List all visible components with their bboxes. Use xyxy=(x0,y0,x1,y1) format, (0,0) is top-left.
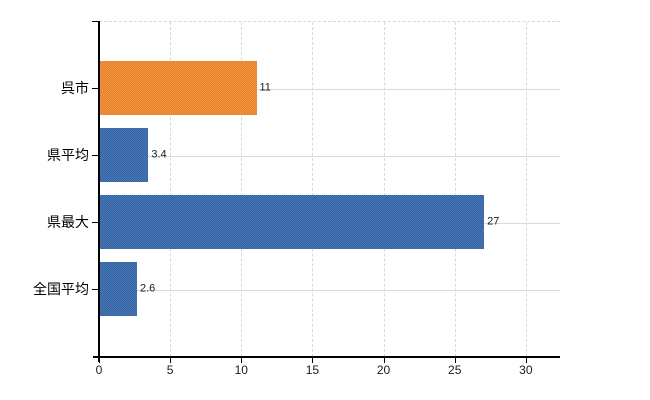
x-axis-tick xyxy=(241,358,243,363)
vertical-gridline xyxy=(241,22,243,357)
x-axis-tick-label: 20 xyxy=(376,363,391,377)
x-axis-tick-label: 25 xyxy=(448,363,462,377)
y-axis-tick xyxy=(92,88,98,89)
y-axis-tick xyxy=(92,21,98,22)
x-axis-tick xyxy=(312,358,314,363)
bar-value-label: 27 xyxy=(487,215,500,228)
x-axis-tick-label: 10 xyxy=(234,363,248,377)
x-axis-tick xyxy=(170,358,172,363)
horizontal-gridline xyxy=(99,89,560,90)
bar-県平均 xyxy=(100,128,149,182)
x-axis-tick xyxy=(525,358,527,363)
horizontal-gridline xyxy=(99,290,560,291)
bar-value-label: 3.4 xyxy=(151,148,167,161)
x-axis-tick-label: 5 xyxy=(166,363,174,377)
y-axis-tick xyxy=(92,222,98,223)
vertical-gridline xyxy=(454,22,456,357)
x-axis-tick-label: 15 xyxy=(305,363,320,377)
horizontal-gridline xyxy=(99,156,560,157)
category-label: 県平均 xyxy=(47,147,89,163)
x-axis-tick-label: 0 xyxy=(95,363,103,377)
category-label: 呉市 xyxy=(61,80,89,96)
bar-呉市 xyxy=(100,61,257,115)
category-label: 県最大 xyxy=(47,214,89,230)
vertical-gridline xyxy=(170,22,172,357)
x-axis-tick xyxy=(99,358,100,363)
vertical-gridline xyxy=(525,22,527,357)
bar-value-label: 2.6 xyxy=(139,282,156,295)
y-axis-tick xyxy=(92,155,98,156)
vertical-gridline xyxy=(312,22,314,357)
x-axis-tick-label: 30 xyxy=(519,363,533,377)
x-axis-line xyxy=(93,356,560,358)
x-axis-tick xyxy=(383,358,385,363)
category-label: 全国平均 xyxy=(33,281,89,297)
bar-県最大 xyxy=(100,195,485,249)
bar-value-label: 11 xyxy=(259,81,271,94)
vertical-gridline xyxy=(383,22,385,357)
y-axis-tick xyxy=(92,289,98,290)
y-axis-line xyxy=(98,21,100,362)
x-axis-tick xyxy=(454,358,456,363)
bar-全国平均 xyxy=(100,262,137,316)
